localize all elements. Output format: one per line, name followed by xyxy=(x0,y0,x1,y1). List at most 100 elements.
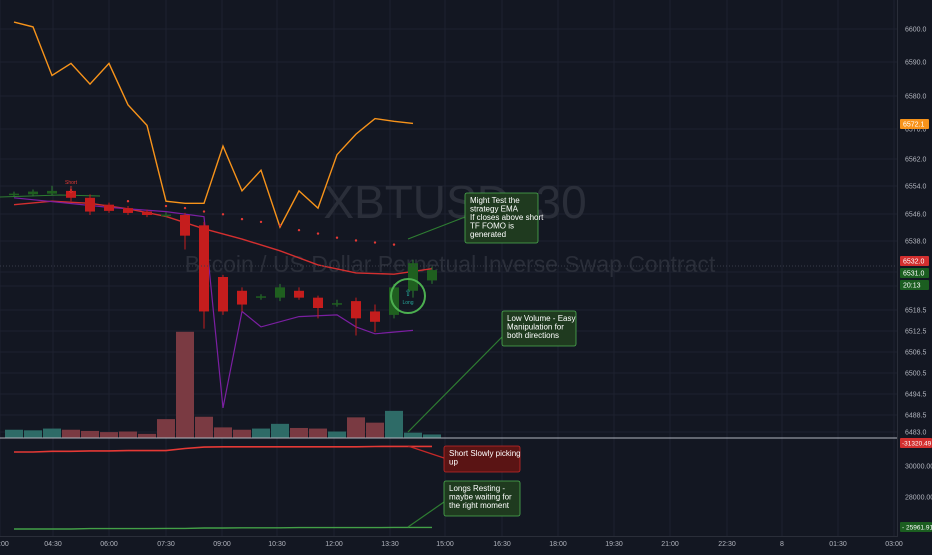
volume-bars xyxy=(5,331,441,438)
candle xyxy=(142,209,152,218)
time-tick-label: 19:30 xyxy=(605,541,623,548)
candle-body xyxy=(47,190,57,194)
candle xyxy=(180,212,190,250)
price-badge-bg xyxy=(900,256,929,266)
short-marker: Short ⇩ xyxy=(65,180,78,195)
candle-body xyxy=(237,290,247,305)
volume-bar xyxy=(100,432,118,438)
candle-body xyxy=(28,191,38,195)
watermark-description: Bitcoin / US Dollar Perpetual Inverse Sw… xyxy=(185,251,716,277)
candle xyxy=(66,188,76,202)
annotation-note-text: Short Slowly picking xyxy=(449,449,521,458)
red-dot xyxy=(354,239,358,242)
red-dot xyxy=(335,236,339,239)
annotation-note-box xyxy=(501,310,577,347)
volume-bar xyxy=(62,429,80,438)
red-dot xyxy=(278,224,282,227)
short-positions-line xyxy=(14,445,432,453)
short-arrow-icon: ⇩ xyxy=(67,185,75,195)
price-tick-label: 6506.5 xyxy=(905,350,927,357)
price-axis[interactable]: 6600.0 6590.0 6580.0 6570.0 6562.0 6554.0 6546… xyxy=(900,27,929,437)
lower-tick-label: 30000.00 xyxy=(905,464,932,471)
price-tick-label: 6554.0 xyxy=(905,184,927,191)
volume-bar xyxy=(290,427,308,438)
time-tick-label: 18:00 xyxy=(549,541,567,548)
time-tick-label: 07:30 xyxy=(157,541,175,548)
candle-body xyxy=(389,287,399,315)
red-dot xyxy=(183,206,187,210)
candle xyxy=(28,189,38,197)
candle-body xyxy=(218,277,228,312)
volume-bar xyxy=(157,419,175,438)
long-arrow-icon: ⇧ xyxy=(404,288,412,298)
price-tick-label: 6580.0 xyxy=(905,94,927,101)
candle xyxy=(85,194,95,215)
red-ma-line xyxy=(13,200,433,275)
candle xyxy=(389,283,399,319)
candle-body xyxy=(85,197,95,212)
time-tick-label: 8 xyxy=(780,541,784,548)
volume-bar xyxy=(214,427,232,438)
lower-tick-label: 28000.00 xyxy=(905,495,932,502)
green-line xyxy=(0,194,101,198)
price-badge-label: 6572.1 xyxy=(903,122,925,129)
candle xyxy=(370,304,380,333)
callout-lines xyxy=(407,216,503,528)
volume-bar xyxy=(119,431,137,438)
red-dot xyxy=(316,232,320,235)
volume-bar xyxy=(43,428,61,438)
long-positions-line xyxy=(14,526,432,530)
volume-bar xyxy=(81,430,99,438)
red-dot xyxy=(240,217,244,221)
volume-bar xyxy=(366,422,384,438)
time-axis[interactable]: 03:00 04:30 06:00 07:30 09:00 10:30 12:00 13:30… xyxy=(0,541,903,548)
volume-bar xyxy=(385,410,403,438)
candle xyxy=(332,299,342,307)
candle-body xyxy=(427,270,437,281)
candle-body xyxy=(370,311,380,322)
time-tick-label: 21:00 xyxy=(661,541,679,548)
price-badge-label: 20:13 xyxy=(903,283,921,290)
lower-pane-axis[interactable]: 30000.00 28000.00 -31320.49 - 25961.91 xyxy=(900,438,932,532)
callout-line-ema xyxy=(407,216,466,240)
price-tick-label: 6512.5 xyxy=(905,329,927,336)
long-marker: ⇧ Long xyxy=(390,278,426,314)
callout-line-volume xyxy=(407,336,503,433)
candle xyxy=(104,202,114,213)
lower-pane-lines xyxy=(14,445,432,530)
annotation-note-box xyxy=(443,445,521,473)
purple-line xyxy=(13,197,414,409)
candle-body xyxy=(294,290,304,298)
orange-line xyxy=(13,21,414,229)
price-badge-label: 6531.0 xyxy=(903,271,925,278)
volume-bar xyxy=(271,423,289,438)
short-marker-label: Short xyxy=(65,180,78,186)
candle xyxy=(9,191,19,198)
candlesticks xyxy=(9,185,437,336)
lower-badge-bg xyxy=(900,522,932,532)
long-highlight-circle xyxy=(390,278,426,314)
volume-bar xyxy=(176,331,194,438)
price-badge-bg xyxy=(900,119,929,129)
price-tick-label: 6590.0 xyxy=(905,60,927,67)
volume-bar xyxy=(24,430,42,438)
candle xyxy=(47,185,57,196)
time-tick-label: 06:00 xyxy=(100,541,118,548)
watermark-symbol: XBTUSD, 30 xyxy=(323,176,586,228)
price-tick-label: 6546.0 xyxy=(905,212,927,219)
lower-badge: -31320.49 xyxy=(900,438,932,448)
lower-badge-label: -31320.49 xyxy=(902,441,932,448)
candle-body xyxy=(123,208,133,213)
annotation-note-text: maybe waiting for xyxy=(449,493,512,502)
candle xyxy=(427,266,437,284)
price-badge-bg xyxy=(900,280,929,290)
candle-body xyxy=(351,301,361,319)
annotation-note-box xyxy=(443,480,521,517)
candle-body xyxy=(161,214,171,217)
